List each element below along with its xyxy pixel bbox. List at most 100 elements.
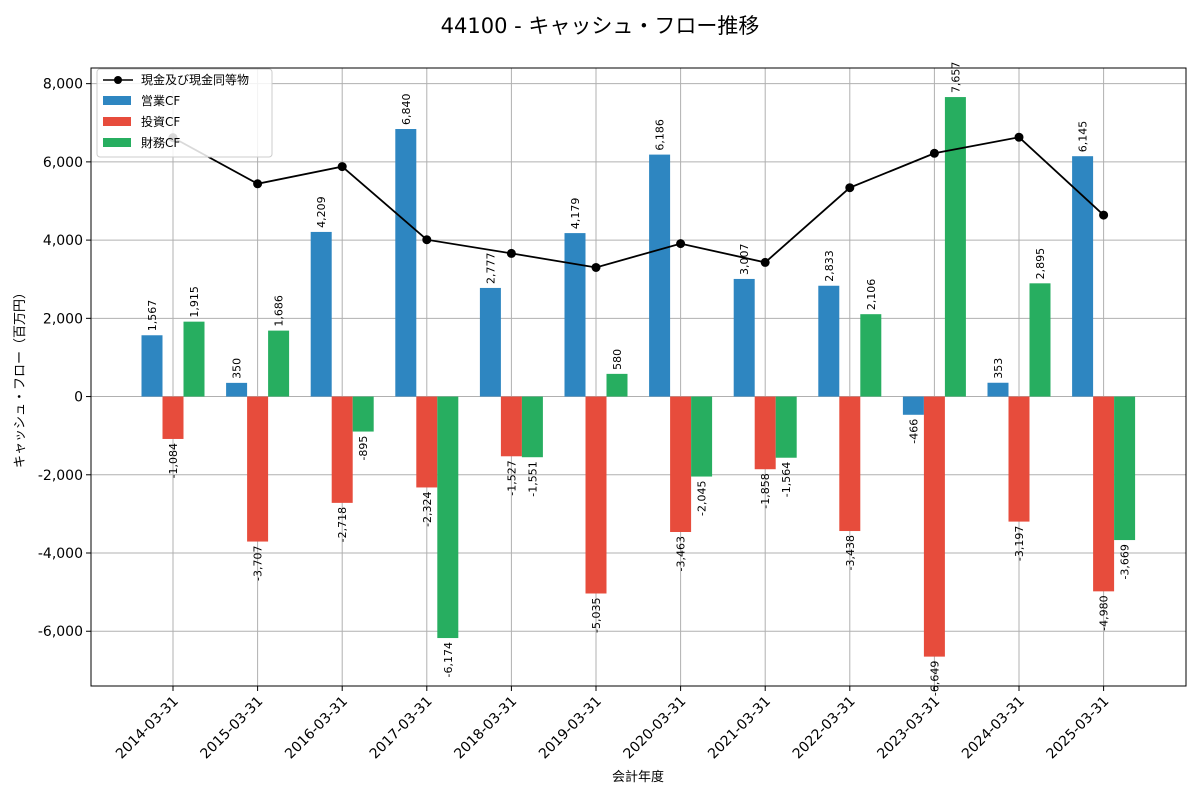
- bar-financing-cf: [691, 396, 713, 477]
- plot-frame: [90, 67, 1187, 687]
- cash-point: [676, 239, 686, 249]
- data-label-financing-cf: 580: [611, 349, 624, 370]
- bar-investing-cf: [923, 396, 945, 657]
- legend-label-cash: 現金及び現金同等物: [141, 72, 249, 87]
- cash-line-path: [172, 136, 1105, 269]
- data-label-financing-cf: 7,657: [949, 62, 962, 94]
- bar-operating-cf: [395, 129, 417, 397]
- bar-financing-cf: [1029, 283, 1051, 397]
- bar-financing-cf: [437, 396, 459, 639]
- bar-operating-cf: [1072, 156, 1094, 397]
- bar-investing-cf: [247, 396, 269, 542]
- y-tick-label: -6,000: [38, 624, 83, 640]
- legend-swatch-investing: [103, 117, 131, 126]
- bar-operating-cf: [987, 382, 1009, 397]
- bar-investing-cf: [585, 396, 607, 594]
- data-label-operating-cf: 4,209: [315, 196, 328, 228]
- data-label-financing-cf: -2,045: [696, 481, 709, 516]
- cash-point: [422, 235, 432, 245]
- cash-point: [337, 162, 347, 172]
- x-axis-label: 会計年度: [612, 769, 664, 785]
- x-tick-label: 2017-03-31: [367, 694, 436, 763]
- data-label-investing-cf: -2,324: [421, 491, 434, 526]
- data-label-financing-cf: 1,686: [273, 295, 286, 327]
- x-tick-label: 2016-03-31: [282, 694, 351, 763]
- data-label-investing-cf: -1,858: [759, 473, 772, 508]
- bar-investing-cf: [162, 396, 184, 439]
- x-axis: 2014-03-31 2015-03-31 2016-03-31 2017-03-31…: [113, 686, 1112, 762]
- y-tick-label: 0: [74, 390, 83, 406]
- data-label-investing-cf: -6,649: [928, 661, 941, 696]
- bar-investing-cf: [1093, 396, 1115, 592]
- data-label-investing-cf: -2,718: [336, 507, 349, 542]
- cash-point: [591, 262, 601, 272]
- x-tick-label: 2014-03-31: [113, 694, 182, 763]
- bar-operating-cf: [902, 396, 924, 415]
- data-label-investing-cf: -3,707: [252, 546, 265, 581]
- x-tick-label: 2020-03-31: [621, 694, 690, 763]
- bar-financing-cf: [860, 314, 882, 397]
- bar-operating-cf: [733, 278, 755, 397]
- y-tick-label: 6,000: [43, 155, 83, 171]
- bar-operating-cf: [649, 154, 671, 397]
- data-label-investing-cf: -4,980: [1098, 595, 1111, 630]
- bar-investing-cf: [416, 396, 438, 488]
- cash-point: [760, 257, 770, 267]
- bars: [141, 97, 1136, 657]
- legend-label-investing: 投資CF: [141, 114, 180, 129]
- cash-point: [929, 148, 939, 158]
- bar-operating-cf: [141, 335, 163, 397]
- data-label-financing-cf: 1,915: [188, 286, 201, 318]
- data-labels: 1,567 350 4,209 6,840 2,777 4,179 6,186 3,007 2,…: [146, 62, 1132, 697]
- data-label-investing-cf: -3,197: [1013, 526, 1026, 561]
- data-label-financing-cf: -3,669: [1119, 544, 1132, 579]
- legend-label-financing: 財務CF: [141, 135, 180, 150]
- data-label-investing-cf: -3,463: [675, 536, 688, 571]
- legend: 現金及び現金同等物 営業CF 投資CF 財務CF: [96, 68, 273, 158]
- bar-financing-cf: [1114, 396, 1136, 541]
- legend-label-operating: 営業CF: [141, 94, 180, 108]
- bar-financing-cf: [352, 396, 374, 432]
- data-label-operating-cf: 6,840: [400, 94, 413, 126]
- bar-investing-cf: [754, 396, 776, 470]
- bar-financing-cf: [944, 97, 966, 397]
- x-tick-label: 2015-03-31: [198, 694, 267, 763]
- data-label-investing-cf: -3,438: [844, 535, 857, 570]
- x-tick-label: 2025-03-31: [1044, 694, 1113, 763]
- data-label-operating-cf: 1,567: [146, 300, 159, 332]
- data-label-financing-cf: 2,895: [1034, 248, 1047, 280]
- bar-financing-cf: [606, 373, 628, 397]
- x-tick-label: 2018-03-31: [451, 694, 520, 763]
- y-tick-label: -4,000: [38, 546, 83, 562]
- legend-swatch-operating: [103, 96, 131, 105]
- data-label-investing-cf: -1,084: [167, 443, 180, 478]
- cash-point: [1014, 132, 1024, 142]
- bar-operating-cf: [479, 287, 501, 397]
- grid: [91, 68, 1186, 686]
- y-axis-label: キャッシュ・フロー（百万円）: [13, 286, 28, 468]
- y-axis: -6,000 -4,000 -2,000 0 2,000 4,000 6,000 8,000: [38, 77, 91, 640]
- y-tick-label: 2,000: [43, 311, 83, 327]
- cash-point: [506, 248, 516, 258]
- bar-investing-cf: [1008, 396, 1030, 522]
- data-label-operating-cf: 350: [231, 358, 244, 379]
- x-tick-label: 2023-03-31: [874, 694, 943, 763]
- bar-investing-cf: [500, 396, 522, 457]
- bar-operating-cf: [310, 231, 332, 397]
- data-label-operating-cf: 2,833: [823, 250, 836, 282]
- data-label-investing-cf: -5,035: [590, 597, 603, 632]
- bar-investing-cf: [331, 396, 353, 503]
- x-tick-label: 2021-03-31: [705, 694, 774, 763]
- cash-point: [253, 179, 263, 189]
- y-tick-label: -2,000: [38, 468, 83, 484]
- data-label-operating-cf: 4,179: [569, 198, 582, 230]
- bar-financing-cf: [775, 396, 797, 458]
- legend-swatch-financing: [103, 138, 131, 147]
- x-tick-label: 2019-03-31: [536, 694, 605, 763]
- x-tick-label: 2022-03-31: [790, 694, 859, 763]
- cash-point: [845, 183, 855, 193]
- data-label-operating-cf: -466: [907, 419, 920, 444]
- data-label-financing-cf: 2,106: [865, 279, 878, 311]
- bar-investing-cf: [839, 396, 861, 532]
